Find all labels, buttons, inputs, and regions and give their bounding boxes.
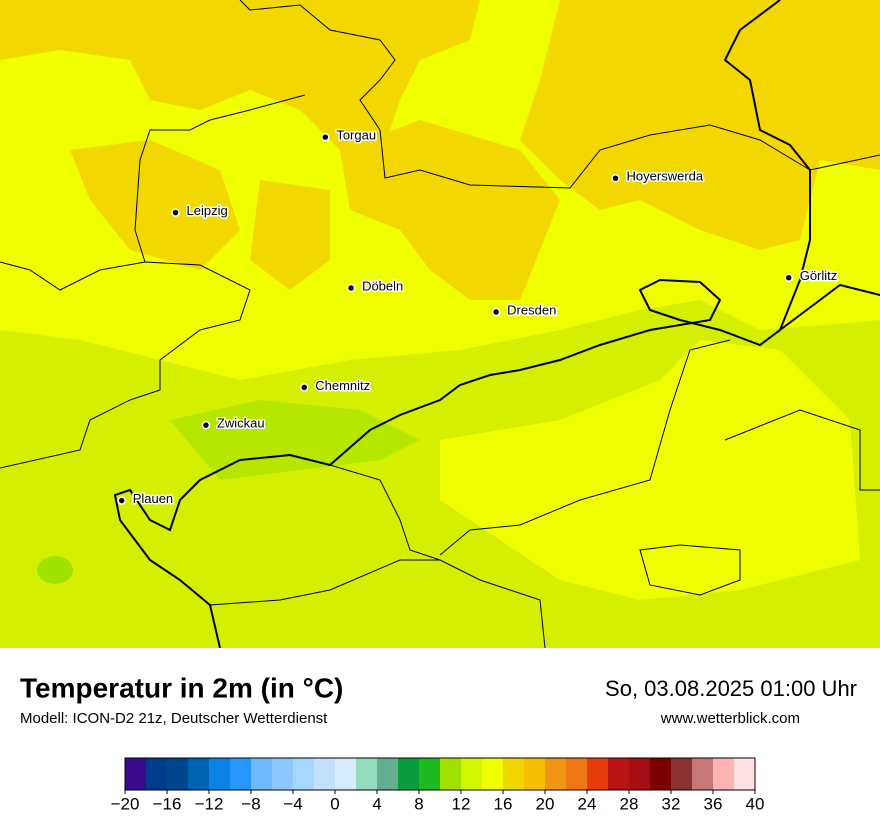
- tick-label: 32: [662, 794, 681, 813]
- color-bin: [461, 758, 482, 790]
- color-bin: [188, 758, 209, 790]
- color-bin: [692, 758, 713, 790]
- plateau: [560, 460, 680, 520]
- tick-label: 8: [414, 794, 423, 813]
- tick-label: −12: [195, 794, 224, 813]
- tick-label: 28: [620, 794, 639, 813]
- color-bin: [272, 758, 293, 790]
- website: www.wetterblick.com: [660, 710, 800, 727]
- city-marker: [117, 496, 126, 505]
- city-label: Görlitz: [800, 268, 838, 283]
- cities: Torgau Leipzig Döbeln Dresden Hoyerswerda Gör…: [117, 126, 839, 508]
- color-bin: [713, 758, 734, 790]
- color-bin: [482, 758, 503, 790]
- tick-label: −20: [111, 794, 140, 813]
- color-bin: [650, 758, 671, 790]
- city-marker: [171, 208, 180, 217]
- color-bin: [356, 758, 377, 790]
- color-bin: [230, 758, 251, 790]
- colorbar: −20 −16 −12 −8 −4 0 4 8 12 16 20 24 28 32 36 40: [111, 757, 765, 813]
- borders: [0, 0, 880, 649]
- tick-label: −4: [283, 794, 302, 813]
- color-bin: [524, 758, 545, 790]
- city-marker: [346, 283, 356, 293]
- color-bin: [377, 758, 398, 790]
- city-label: Zwickau: [217, 416, 265, 431]
- city-marker: [300, 383, 309, 392]
- color-bin: [146, 758, 167, 790]
- color-bin: [293, 758, 314, 790]
- color-bin: [671, 758, 692, 790]
- city-marker: [491, 307, 501, 317]
- color-bin: [335, 758, 356, 790]
- tick-label: −8: [241, 794, 260, 813]
- color-bin: [125, 758, 146, 790]
- city-marker: [784, 273, 793, 282]
- colorbar-frame: [124, 757, 756, 791]
- color-bin: [398, 758, 419, 790]
- color-bin: [314, 758, 335, 790]
- tick-label: 0: [330, 794, 339, 813]
- color-bin: [587, 758, 608, 790]
- city-label: Leipzig: [187, 203, 228, 218]
- city-marker: [611, 174, 620, 183]
- city-label: Chemnitz: [315, 378, 370, 393]
- color-bin: [251, 758, 272, 790]
- date: So, 03.08.2025 01:00 Uhr: [605, 676, 857, 701]
- city-marker: [321, 132, 330, 142]
- color-bin: [440, 758, 461, 790]
- city-label: Döbeln: [362, 278, 403, 293]
- footer-background: [0, 648, 880, 830]
- city-label: Hoyerswerda: [627, 169, 704, 184]
- city-label: Dresden: [507, 302, 556, 317]
- tick-label: 20: [536, 794, 555, 813]
- tick-label: −16: [153, 794, 182, 813]
- tick-label: 12: [452, 794, 471, 813]
- color-bin: [503, 758, 524, 790]
- color-bin: [419, 758, 440, 790]
- tick-label: 40: [746, 794, 765, 813]
- tick-label: 16: [494, 794, 513, 813]
- tick-label: 24: [578, 794, 597, 813]
- city-label: Plauen: [133, 491, 173, 506]
- color-bin: [566, 758, 587, 790]
- color-bin: [629, 758, 650, 790]
- subtitle: Modell: ICON-D2 21z, Deutscher Wetterdie…: [20, 710, 328, 727]
- color-bin: [167, 758, 188, 790]
- color-bin: [734, 758, 755, 790]
- city-label: Torgau: [336, 128, 376, 143]
- tick-label: 4: [372, 794, 381, 813]
- color-bin: [608, 758, 629, 790]
- color-bin: [209, 758, 230, 790]
- tick-label: 36: [704, 794, 723, 813]
- color-bin: [545, 758, 566, 790]
- map: [0, 0, 880, 649]
- city-marker: [201, 420, 211, 430]
- title: Temperatur in 2m (in °C): [20, 672, 343, 703]
